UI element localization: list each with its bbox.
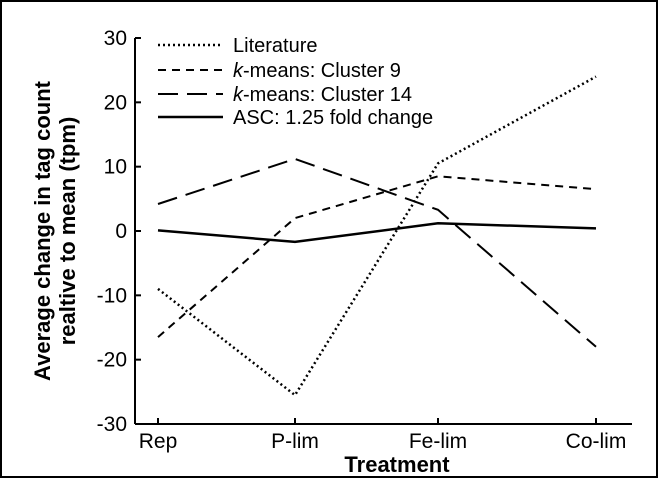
- y-tick-group: 30 20 10 0 -10 -20 -30: [97, 27, 141, 436]
- y-tick-label: -20: [97, 349, 127, 372]
- legend: Literature k-means: Cluster 9 k-means: C…: [158, 35, 433, 129]
- series-line-long-dash: [157, 157, 597, 348]
- legend-label-literature: Literature: [233, 35, 318, 57]
- legend-label-asc: ASC: 1.25 fold change: [233, 107, 433, 129]
- series-line-dotted: [157, 75, 597, 397]
- x-tick-label: Rep: [139, 430, 178, 453]
- y-tick-label: 30: [104, 27, 127, 50]
- y-axis-title-line1: Average change in tag count: [30, 80, 55, 381]
- legend-label-cluster14: k-means: Cluster 14: [233, 84, 412, 106]
- x-tick-label: Fe-lim: [409, 430, 467, 453]
- legend-label-cluster9: k-means: Cluster 9: [233, 60, 401, 82]
- x-tick-group: Rep P-lim Fe-lim Co-lim: [139, 418, 627, 453]
- y-tick-label: -10: [97, 284, 127, 307]
- y-tick-label: 10: [104, 156, 127, 179]
- series-line-short-dash: [157, 175, 597, 338]
- x-tick-label: Co-lim: [566, 430, 627, 453]
- y-tick-label: 20: [104, 91, 127, 114]
- x-axis-title: Treatment: [344, 452, 450, 477]
- y-axis-title-line2: realtive to mean (tpm): [55, 117, 80, 346]
- series-line-solid: [157, 222, 597, 244]
- y-tick-label: 0: [115, 220, 127, 243]
- x-tick-label: P-lim: [271, 430, 319, 453]
- y-tick-label: -30: [97, 413, 127, 436]
- series-group: [157, 75, 597, 397]
